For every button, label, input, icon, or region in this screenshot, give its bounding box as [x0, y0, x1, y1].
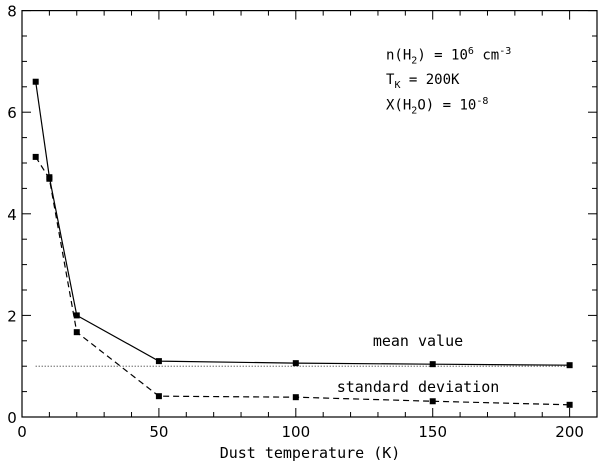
data-point — [73, 329, 80, 336]
y-tick-label: 6 — [7, 104, 17, 122]
data-point — [155, 393, 162, 400]
x-tick-label: 200 — [555, 423, 584, 441]
data-point — [32, 153, 39, 160]
y-tick-label: 0 — [7, 409, 17, 427]
y-tick-label: 8 — [7, 3, 17, 21]
data-point — [429, 361, 436, 368]
y-tick-label: 4 — [7, 206, 17, 224]
x-tick-label: 0 — [17, 423, 27, 441]
series-line-mean — [35, 81, 570, 366]
x-tick-label: 50 — [149, 423, 168, 441]
data-point — [566, 362, 573, 369]
annotation-abundance: X(H2O) = 10-8 — [386, 96, 489, 117]
data-point — [73, 312, 80, 319]
data-point — [292, 394, 299, 401]
data-point — [429, 398, 436, 405]
y-tick-label: 2 — [7, 307, 17, 325]
data-point — [292, 360, 299, 367]
data-point — [155, 358, 162, 365]
x-axis-label: Dust temperature (K) — [220, 444, 401, 462]
data-point — [32, 78, 39, 85]
data-point — [566, 401, 573, 408]
x-tick-label: 150 — [418, 423, 447, 441]
series-line-std — [35, 156, 570, 406]
data-point — [46, 175, 53, 182]
annotation-temperature: TK = 200K — [386, 72, 460, 91]
mean-label: mean value — [373, 332, 463, 350]
annotation-density: n(H2) = 106 cm-3 — [386, 46, 512, 67]
std-label: standard deviation — [337, 378, 500, 396]
x-tick-label: 100 — [281, 423, 310, 441]
